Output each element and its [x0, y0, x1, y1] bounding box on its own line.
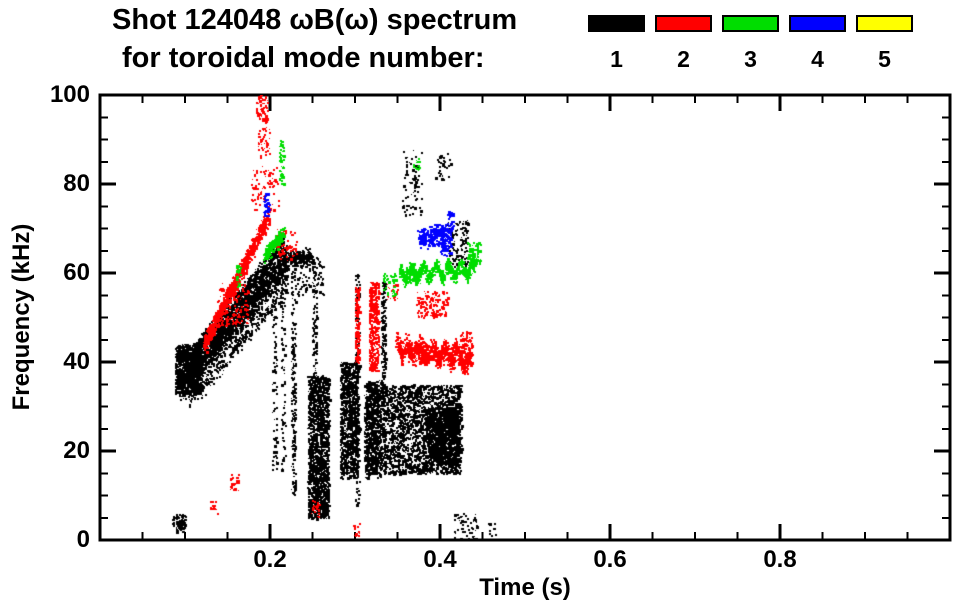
legend-swatch-mode-5 [856, 15, 913, 32]
legend-number-3: 3 [744, 46, 757, 72]
plot-subtitle: for toroidal mode number: [122, 42, 485, 74]
plot-title: Shot 124048 ωB(ω) spectrum [112, 4, 518, 36]
legend-number-4: 4 [811, 46, 824, 72]
legend-swatches [588, 15, 913, 32]
legend-swatch-mode-3 [722, 15, 779, 32]
x-tick-label-0.4: 0.4 [423, 546, 457, 573]
legend-swatch-mode-1 [588, 15, 645, 32]
y-tick-label-80: 80 [63, 170, 90, 197]
x-axis-label: Time (s) [479, 574, 571, 601]
x-tick-label-0.2: 0.2 [253, 546, 287, 573]
y-tick-label-60: 60 [63, 259, 90, 286]
legend-number-5: 5 [878, 46, 891, 72]
legend-swatch-mode-2 [655, 15, 712, 32]
y-tick-label-0: 0 [76, 526, 90, 553]
x-tick-label-0.6: 0.6 [593, 546, 627, 573]
legend-mode-numbers: 1 2 3 4 5 [588, 46, 913, 73]
y-tick-label-20: 20 [63, 437, 90, 464]
x-tick-label-0.8: 0.8 [763, 546, 797, 573]
legend-number-2: 2 [677, 46, 690, 72]
spectrogram-canvas [100, 95, 950, 540]
y-tick-label-40: 40 [63, 348, 90, 375]
legend-number-1: 1 [610, 46, 623, 72]
y-axis-label: Frequency (kHz) [8, 223, 35, 411]
y-tick-label-100: 100 [49, 81, 90, 108]
legend-swatch-mode-4 [789, 15, 846, 32]
